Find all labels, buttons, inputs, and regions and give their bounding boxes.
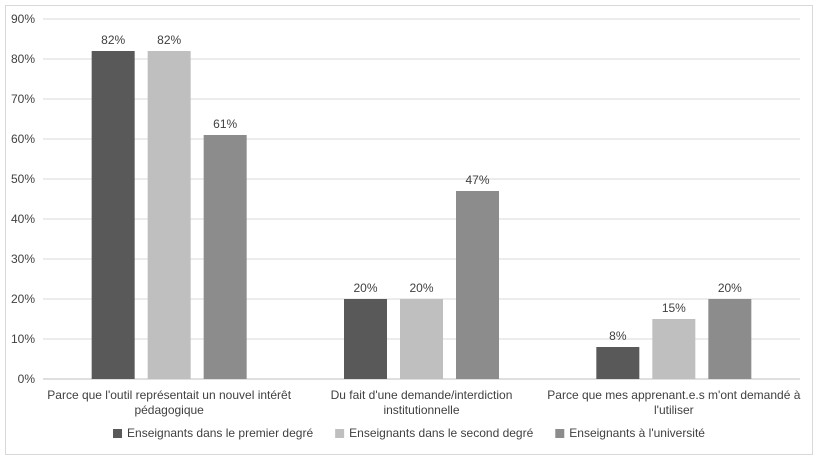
data-label: 20% (718, 281, 742, 295)
chart-frame (5, 5, 813, 455)
x-tick-label: institutionnelle (383, 403, 459, 417)
bar (400, 299, 443, 379)
x-tick-label: pédagogique (134, 403, 204, 417)
legend-item: Enseignants dans le premier degré (113, 426, 313, 440)
data-label: 61% (213, 117, 237, 131)
y-tick-label: 30% (11, 252, 35, 266)
x-tick-label: Du fait d'une demande/interdiction (331, 388, 513, 402)
bar (456, 191, 499, 379)
bar (708, 299, 752, 379)
data-label: 20% (353, 281, 377, 295)
bars (91, 51, 752, 379)
bar (344, 299, 387, 379)
y-tick-label: 90% (11, 12, 35, 26)
data-label: 15% (662, 301, 686, 315)
y-tick-label: 60% (11, 132, 35, 146)
bar (203, 135, 247, 379)
x-tick-label: l'utiliser (654, 403, 694, 417)
bar (652, 319, 696, 379)
y-tick-label: 20% (11, 292, 35, 306)
x-tick-label: Parce que l'outil représentait un nouvel… (47, 388, 291, 402)
data-label: 82% (101, 33, 125, 47)
bar (596, 347, 640, 379)
legend: Enseignants dans le premier degré Enseign… (113, 426, 705, 440)
y-tick-label: 10% (11, 332, 35, 346)
data-label: 8% (609, 329, 627, 343)
data-labels: 82% 82% 61% 20% 20% 47% 8% 15% 20% (101, 33, 742, 343)
legend-item: Enseignants dans le second degré (335, 426, 534, 440)
bar (91, 51, 135, 379)
legend-swatch (555, 429, 565, 438)
data-label: 20% (409, 281, 433, 295)
data-label: 82% (157, 33, 181, 47)
y-axis: 0% 10% 20% 30% 40% 50% 60% 70% 80% 90% (11, 12, 35, 386)
x-tick-label: Parce que mes apprenant.e.s m'ont demand… (547, 388, 800, 402)
y-tick-label: 80% (11, 52, 35, 66)
y-tick-label: 0% (18, 372, 36, 386)
legend-item: Enseignants à l'université (555, 426, 705, 440)
y-tick-label: 70% (11, 92, 35, 106)
legend-swatch (335, 429, 345, 438)
legend-swatch (113, 429, 123, 438)
x-axis: Parce que l'outil représentait un nouvel… (47, 388, 800, 417)
bar (147, 51, 191, 379)
legend-label: Enseignants dans le second degré (349, 426, 533, 440)
legend-label: Enseignants dans le premier degré (127, 426, 313, 440)
y-tick-label: 50% (11, 172, 35, 186)
y-tick-label: 40% (11, 212, 35, 226)
data-label: 47% (465, 173, 489, 187)
legend-label: Enseignants à l'université (569, 426, 705, 440)
